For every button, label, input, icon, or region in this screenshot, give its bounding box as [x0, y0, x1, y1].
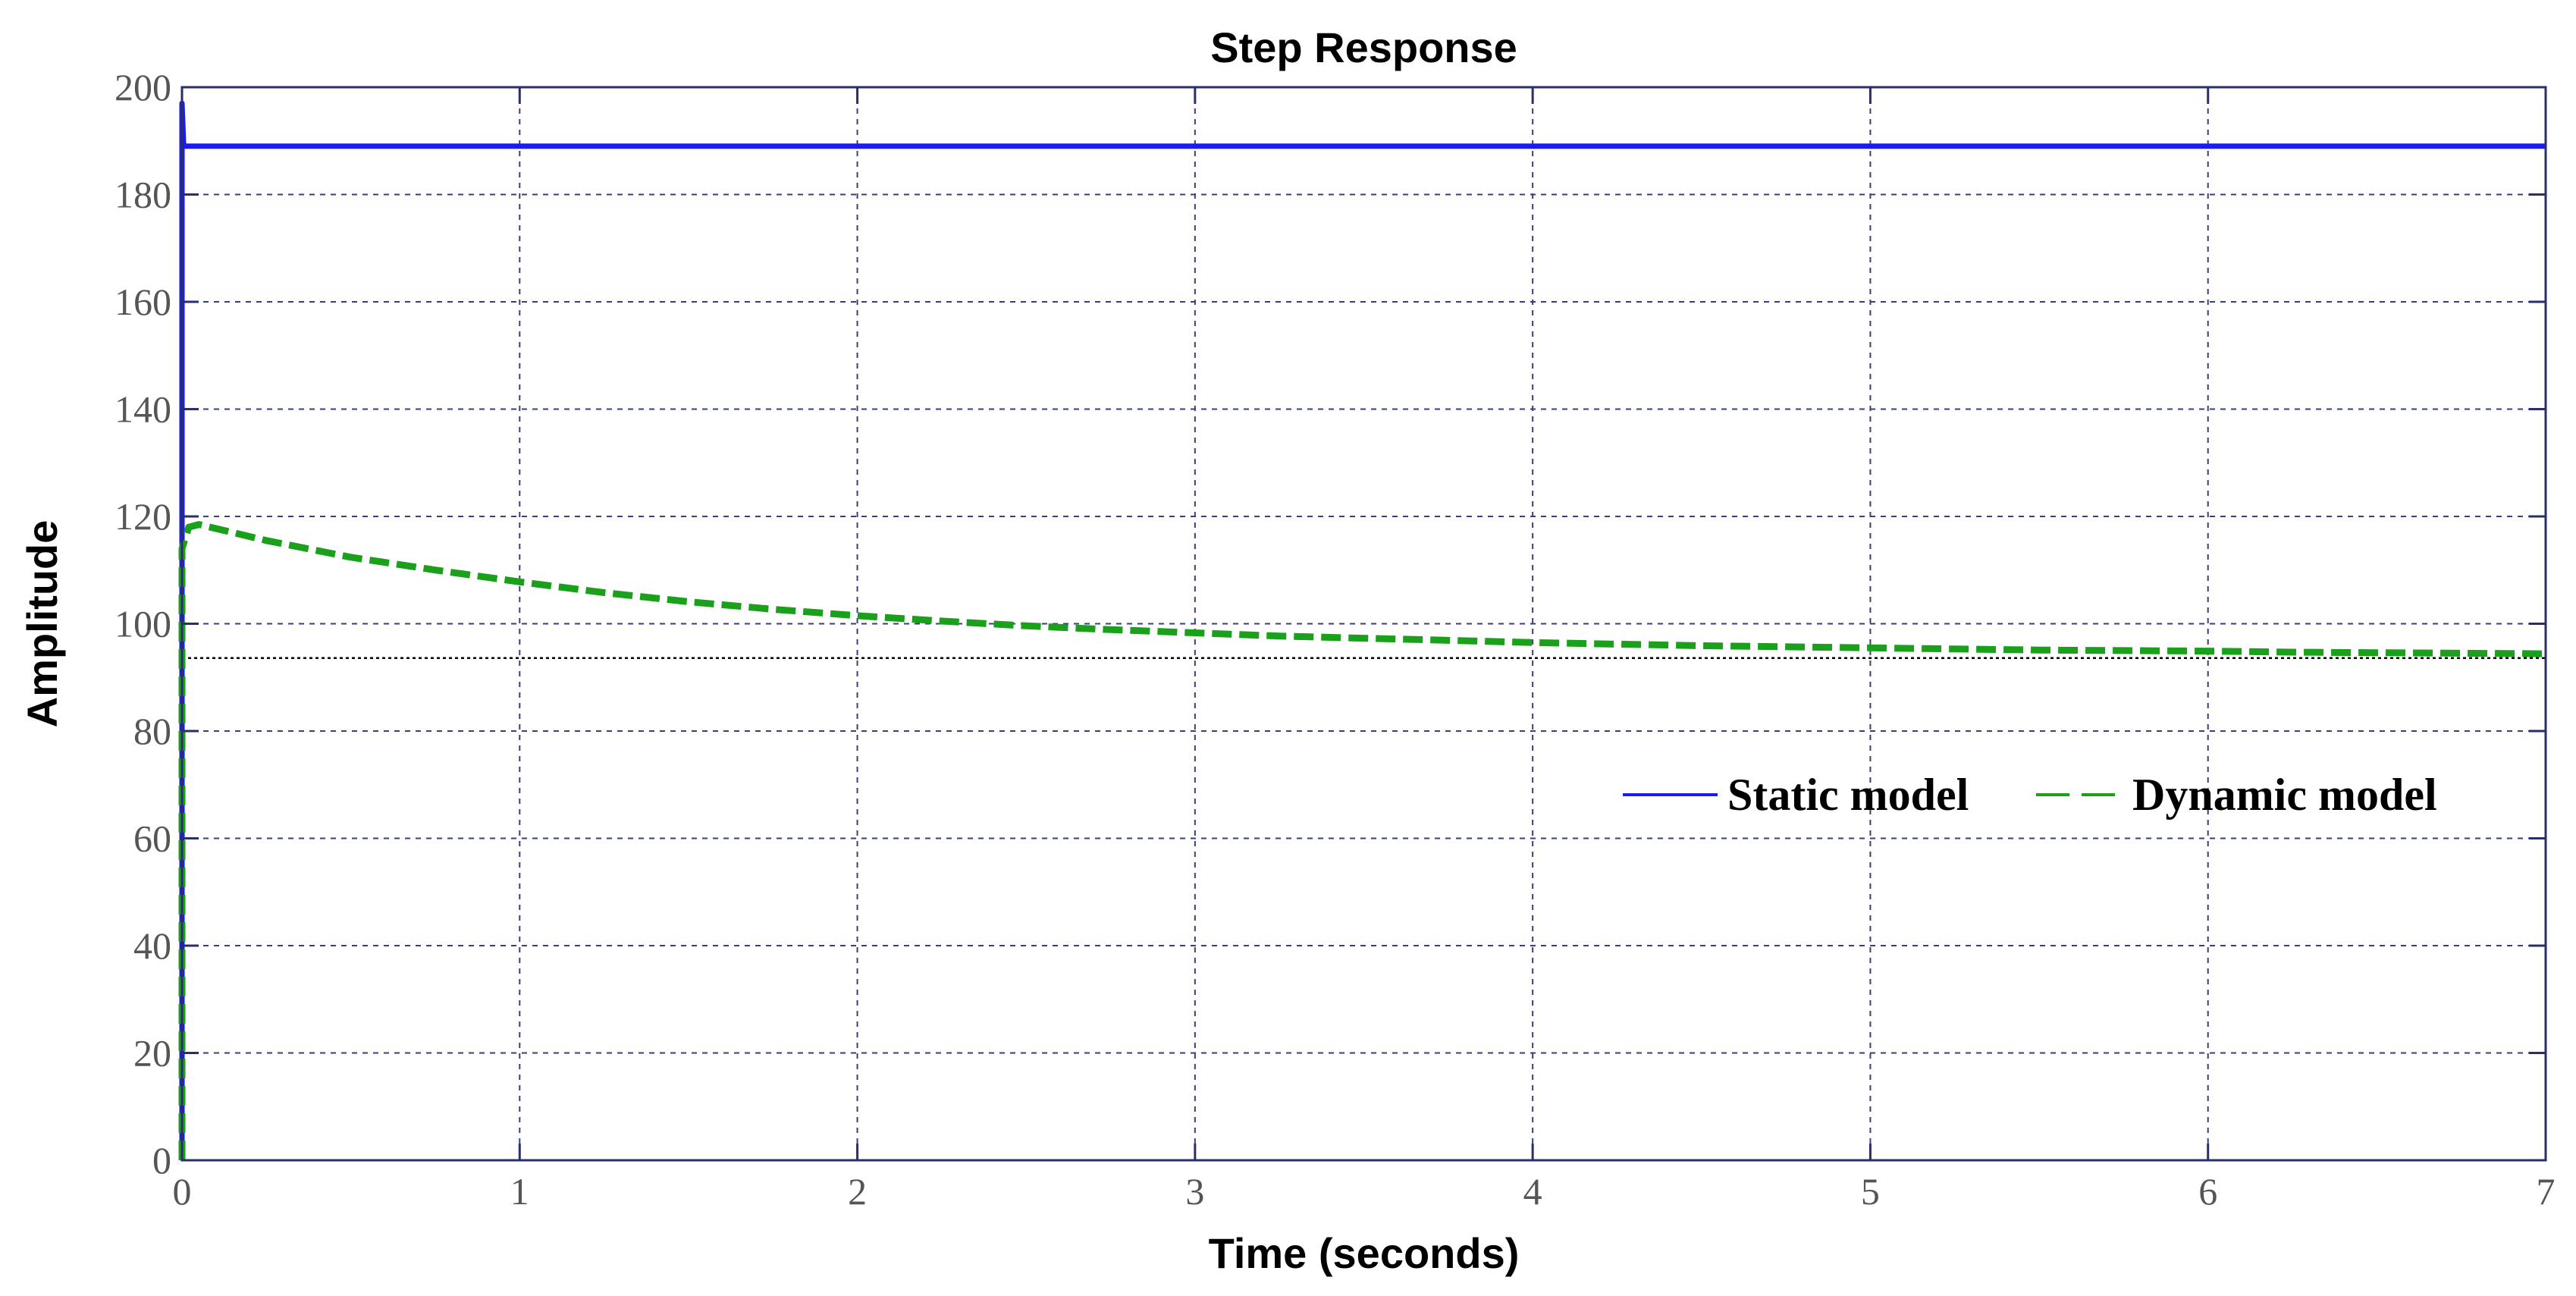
- x-tick-label: 3: [1185, 1170, 1204, 1213]
- y-tick-label: 180: [115, 174, 171, 216]
- grid: [182, 87, 2546, 1160]
- x-tick-label: 4: [1523, 1170, 1542, 1213]
- y-tick-label: 200: [115, 66, 171, 108]
- series-line-static-model: [179, 100, 2546, 1160]
- y-tick-label: 80: [133, 710, 171, 752]
- x-tick-label: 5: [1861, 1170, 1880, 1213]
- legend-label-static-model: Static model: [1727, 770, 1969, 820]
- y-tick-label: 160: [115, 281, 171, 323]
- x-tick-label: 0: [173, 1170, 192, 1213]
- legend: Static model Dynamic model: [1623, 770, 2437, 820]
- x-tick-label: 2: [848, 1170, 867, 1213]
- series-line-dynamic-model: [178, 521, 2546, 1160]
- legend-label-dynamic-model: Dynamic model: [2132, 770, 2437, 820]
- x-tick-label: 6: [2198, 1170, 2217, 1213]
- x-axis-label: Time (seconds): [1209, 1229, 1520, 1277]
- y-tick-label: 20: [133, 1032, 171, 1075]
- y-tick-label: 0: [152, 1139, 171, 1181]
- ticks: 0 1 2 3 4 5 6 7 0 20 40 60 80 100 120 140 160 180 200: [115, 66, 2556, 1213]
- y-axis-label: Amplitude: [18, 520, 66, 728]
- x-tick-label: 7: [2537, 1170, 2556, 1213]
- chart-title: Step Response: [1210, 24, 1517, 71]
- series-group: [178, 100, 2546, 1160]
- y-tick-label: 120: [115, 495, 171, 538]
- y-tick-label: 60: [133, 817, 171, 860]
- y-tick-label: 100: [115, 603, 171, 645]
- y-tick-label: 40: [133, 924, 171, 967]
- x-tick-label: 1: [510, 1170, 529, 1213]
- y-tick-label: 140: [115, 388, 171, 431]
